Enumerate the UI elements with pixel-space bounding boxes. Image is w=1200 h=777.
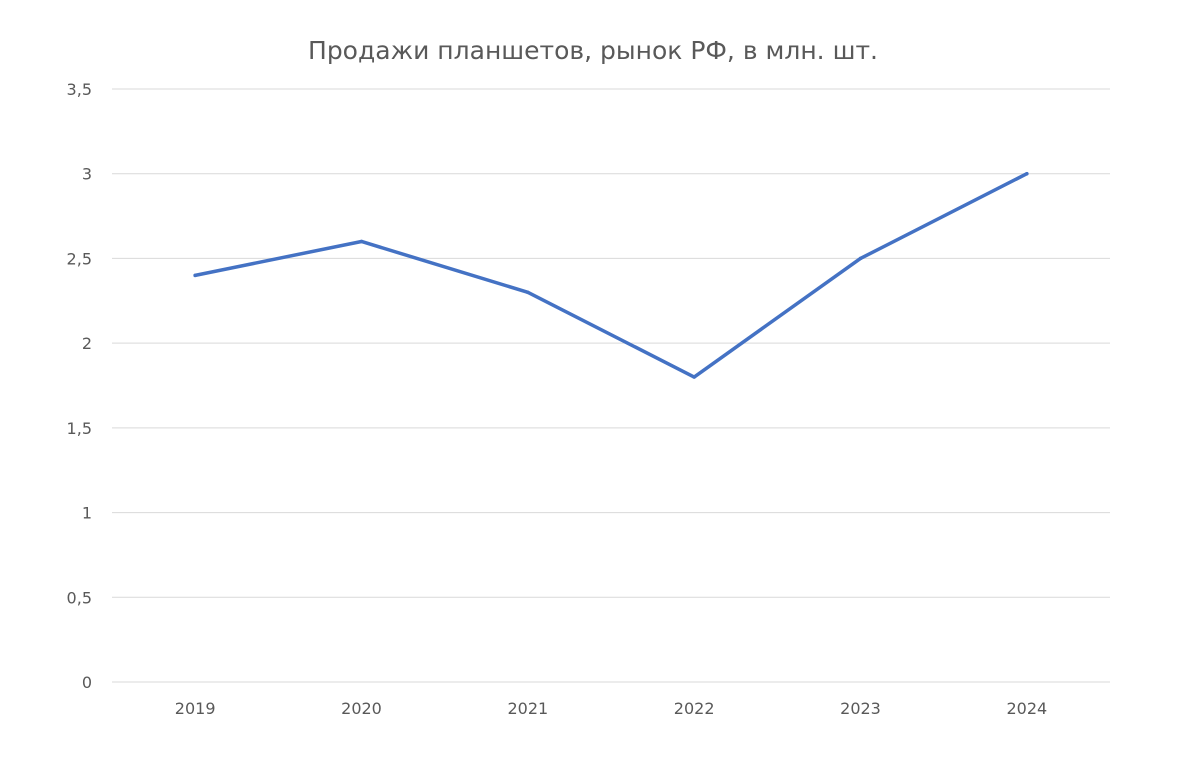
- chart-title: Продажи планшетов, рынок РФ, в млн. шт.: [308, 36, 878, 65]
- data-point: [526, 290, 530, 295]
- y-tick-label: 2: [82, 334, 92, 353]
- x-tick-label: 2022: [674, 699, 715, 718]
- data-point: [1025, 171, 1029, 176]
- x-tick-label: 2024: [1006, 699, 1047, 718]
- y-tick-label: 3: [82, 165, 92, 184]
- x-tick-label: 2020: [341, 699, 382, 718]
- x-tick-label: 2019: [175, 699, 216, 718]
- series-layer: [193, 171, 1029, 379]
- y-tick-label: 2,5: [67, 249, 92, 268]
- y-tick-label: 0: [82, 673, 92, 692]
- y-tick-label: 3,5: [67, 80, 92, 99]
- data-point: [858, 256, 863, 261]
- x-tick-label: 2023: [840, 699, 881, 718]
- y-tick-label: 1,5: [67, 419, 92, 438]
- series-line: [193, 171, 1029, 379]
- y-tick-label: 1: [82, 504, 92, 523]
- data-point: [193, 273, 197, 278]
- y-tick-label: 0,5: [67, 588, 92, 607]
- data-point: [692, 375, 696, 379]
- x-tick-label: 2021: [507, 699, 548, 718]
- data-point: [359, 239, 364, 244]
- gridlines: [112, 88, 1110, 683]
- x-axis: 2019 2020 2021 2022 2023 2024: [175, 699, 1047, 718]
- y-axis: 0 0,5 1 1,5 2 2,5 3 3,5: [67, 80, 92, 692]
